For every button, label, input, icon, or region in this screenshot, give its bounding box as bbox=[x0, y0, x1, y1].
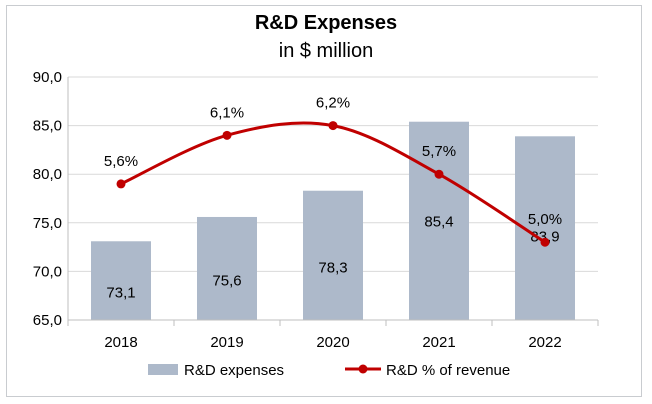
y-tick-label: 90,0 bbox=[33, 69, 62, 86]
y-tick-label: 65,0 bbox=[33, 312, 62, 329]
line-data-label: 6,2% bbox=[316, 95, 350, 112]
line-point bbox=[540, 237, 550, 247]
line-point bbox=[434, 169, 444, 179]
bar bbox=[303, 190, 363, 320]
bar bbox=[91, 241, 151, 320]
legend-swatch-bars bbox=[148, 364, 178, 375]
line-point bbox=[222, 130, 232, 140]
line-data-label: 5,6% bbox=[104, 153, 138, 170]
y-tick-label: 80,0 bbox=[33, 166, 62, 183]
line-data-label: 5,0% bbox=[528, 211, 562, 228]
x-tick-label: 2022 bbox=[528, 334, 561, 351]
x-tick-label: 2021 bbox=[422, 334, 455, 351]
line-point bbox=[328, 121, 338, 131]
legend-label-line: R&D % of revenue bbox=[386, 362, 510, 379]
chart-subtitle: in $ million bbox=[278, 40, 374, 62]
line-point bbox=[116, 179, 126, 189]
legend-swatch-marker bbox=[358, 364, 368, 374]
bar bbox=[409, 121, 469, 320]
chart-title: R&D Expenses bbox=[254, 12, 398, 34]
y-tick-label: 70,0 bbox=[33, 263, 62, 280]
line-data-label: 5,7% bbox=[422, 143, 456, 160]
x-tick-label: 2019 bbox=[210, 334, 243, 351]
y-tick-label: 75,0 bbox=[33, 215, 62, 232]
legend-label-bars: R&D expenses bbox=[184, 362, 284, 379]
bar bbox=[197, 216, 257, 320]
bar-data-label: 73,1 bbox=[106, 285, 135, 302]
x-tick-label: 2018 bbox=[104, 334, 137, 351]
bar-data-label: 78,3 bbox=[318, 259, 347, 276]
bar-data-label: 75,6 bbox=[212, 272, 241, 289]
bar-data-label: 83,9 bbox=[530, 228, 559, 245]
y-tick-label: 85,0 bbox=[33, 118, 62, 135]
bar-data-label: 85,4 bbox=[424, 214, 453, 231]
x-tick-label: 2020 bbox=[316, 334, 349, 351]
line-data-label: 6,1% bbox=[210, 104, 244, 121]
